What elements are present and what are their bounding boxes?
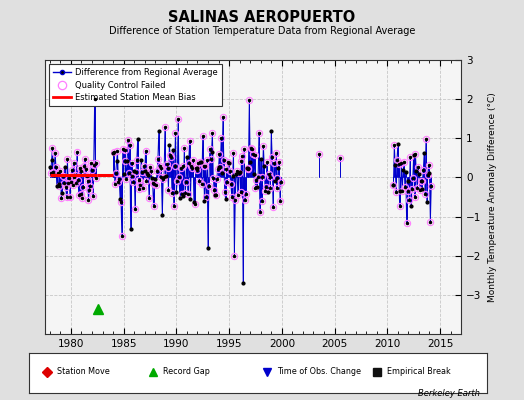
Legend: Difference from Regional Average, Quality Control Failed, Estimated Station Mean: Difference from Regional Average, Qualit…	[49, 64, 222, 106]
Y-axis label: Monthly Temperature Anomaly Difference (°C): Monthly Temperature Anomaly Difference (…	[488, 92, 497, 302]
Text: Berkeley Earth: Berkeley Earth	[418, 389, 479, 398]
Text: Empirical Break: Empirical Break	[387, 368, 451, 376]
Text: Difference of Station Temperature Data from Regional Average: Difference of Station Temperature Data f…	[109, 26, 415, 36]
Text: Record Gap: Record Gap	[163, 368, 210, 376]
Text: Time of Obs. Change: Time of Obs. Change	[277, 368, 362, 376]
Text: SALINAS AEROPUERTO: SALINAS AEROPUERTO	[168, 10, 356, 25]
Text: Station Move: Station Move	[57, 368, 110, 376]
